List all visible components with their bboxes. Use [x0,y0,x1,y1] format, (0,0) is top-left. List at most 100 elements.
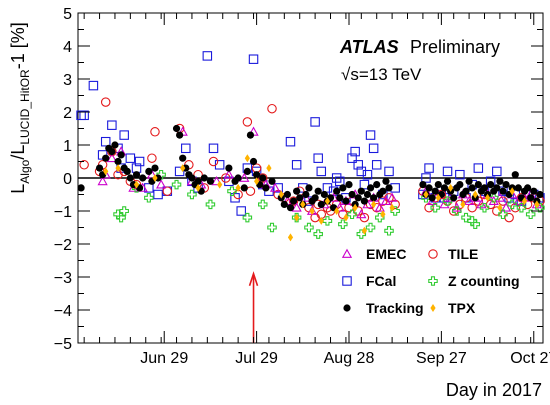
tracking-point [530,187,538,195]
tpx-point [389,203,395,212]
y-tick-label: −1 [54,204,72,221]
legend-item-emec: EMEC [341,246,406,262]
tracking-point [480,184,489,192]
emec-point [211,175,222,186]
tpx-point [361,226,367,235]
fcal-point [421,173,431,183]
tracking-point [385,184,393,192]
arrow-head [248,271,259,286]
y-tick-label: −2 [54,237,72,254]
fcal-point [316,166,327,177]
zcount-point [156,169,166,180]
tracking-point [77,184,85,192]
tpx-point [300,200,306,209]
tracking-point [234,174,242,182]
legend-item-tracking: Tracking [343,300,424,316]
fcal-point [384,166,394,177]
fcal-point [335,176,345,187]
fcal-point [79,110,89,121]
fcal-point [362,169,373,180]
zcount-point [227,186,237,196]
fcal-point [291,160,302,170]
tracking-point [293,187,301,195]
y-tick-label: −3 [54,270,72,287]
tracking-point [314,187,322,195]
tile-point [242,117,253,127]
fcal-point [498,186,508,196]
y-tick-label: 1 [63,138,72,155]
legend-label-tile: TILE [448,246,478,262]
legend-item-tpx: TPX [430,300,476,316]
tracking-point [317,200,325,208]
fcal-point [350,146,360,157]
legend-item-fcal: FCal [342,273,396,289]
emec-point [106,152,118,163]
tpx-point [115,164,121,173]
tracking-point [172,124,181,133]
emec-point [356,208,367,219]
tracking-point [524,184,532,192]
zcount-point [375,212,385,223]
zcount-point [205,199,216,210]
zcount-point [479,202,490,213]
tracking-point [206,177,215,185]
fcal-point [331,173,342,183]
tracking-point [345,181,353,189]
tpx-point [318,216,324,225]
x-tick-label: Aug 28 [324,350,375,367]
emec-point [223,169,235,179]
tracking-point [514,184,522,192]
zcount-point [452,206,462,216]
tpx-point [497,203,503,212]
fcal-point [134,156,145,167]
legend-label-tracking: Tracking [366,300,424,316]
tracking-point [382,177,390,185]
tracking-point [419,181,427,189]
tracking-point [188,174,196,182]
tpx-point [195,183,201,192]
tpx-point [509,187,515,196]
tpx-point [287,233,294,242]
tile-point [371,202,382,213]
tracking-point [176,131,184,139]
tracking-point [440,184,449,192]
tpx-point [180,164,186,173]
tracking-point [240,184,248,192]
tracking-point [493,184,501,192]
tile-point [150,127,160,137]
tracking-point [249,157,258,166]
tile-point [251,163,262,173]
legend-item-zcount: Z counting [428,273,520,289]
emec-point [156,179,167,189]
tile-point [504,212,514,223]
fcal-point [181,143,191,154]
fcal-point [347,153,357,163]
y-tick-label: 2 [63,105,72,122]
x-tick-label: Jun 29 [140,350,188,367]
zcount-point [516,202,527,213]
fcal-point [442,166,453,177]
zcount-point [365,222,376,233]
tile-point [100,97,111,107]
tracking-point [305,184,313,192]
y-tick-label: 0 [63,171,72,188]
zcount-point [119,206,129,216]
y-tick-label: −4 [54,303,72,320]
tpx-point [371,200,377,209]
tracking-point [465,177,473,185]
fcal-point [492,166,502,177]
tracking-point [259,174,267,182]
tpx-point [217,180,223,189]
tile-point [258,173,268,183]
tpx-point [448,183,454,192]
tile-point [208,156,219,167]
tpx-point [435,193,441,202]
tracking-point [111,141,119,149]
tile-point [162,186,173,196]
tpx-point [152,174,158,182]
tracking-point [280,200,288,208]
tracking-point [108,148,116,156]
atlas-annotation: ATLAS Preliminary √s=13 TeV [339,37,500,84]
tpx-point [423,190,429,199]
tile-point [267,103,277,114]
